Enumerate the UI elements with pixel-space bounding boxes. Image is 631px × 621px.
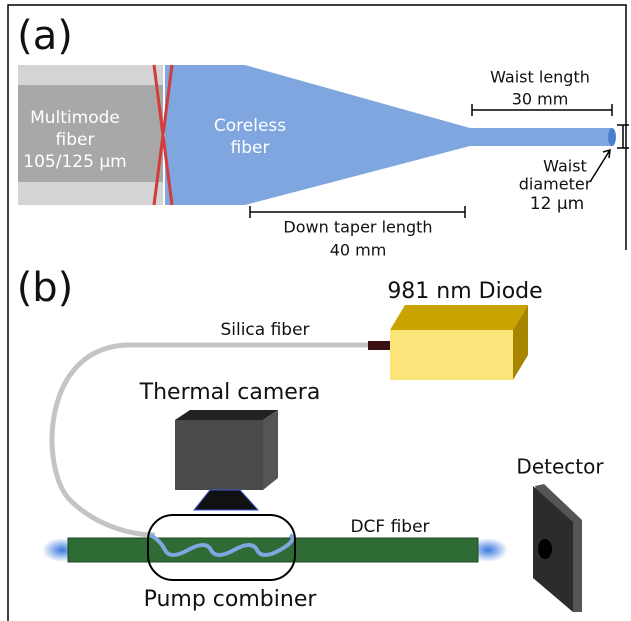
panel-label: (b) — [17, 265, 74, 311]
coreless-label: Coreless — [214, 116, 286, 136]
panel-label: (a) — [17, 13, 73, 59]
combiner-label: Pump combiner — [144, 587, 318, 612]
camera-front — [175, 420, 263, 490]
camera-label: Thermal camera — [139, 380, 321, 405]
taper-label: 40 mm — [330, 241, 387, 260]
taper-label: Down taper length — [283, 218, 432, 237]
diode-label: 981 nm Diode — [387, 279, 542, 304]
fiber-end — [608, 128, 616, 146]
multimode-label: Multimode — [30, 108, 120, 128]
taper-bracket — [250, 206, 465, 218]
camera-side — [263, 410, 278, 490]
diode-front — [390, 330, 513, 380]
detector-label: Detector — [516, 455, 604, 479]
diode-top — [390, 305, 528, 330]
camera-lens — [194, 490, 258, 510]
multimode-label: 105/125 μm — [23, 152, 126, 172]
waist-diameter-label: 12 μm — [530, 194, 584, 214]
waist-length-label: Waist length — [490, 68, 590, 87]
waist-length-label: 30 mm — [512, 90, 569, 109]
coreless-label: fiber — [231, 138, 270, 158]
arrow — [590, 150, 610, 182]
waist-diameter-label: diameter — [519, 175, 592, 194]
detector-aperture — [538, 539, 552, 559]
dcf-fiber — [68, 538, 478, 562]
page: {"panel_a": {"label": "(a)", "multimode_… — [0, 0, 631, 621]
multimode-label: fiber — [56, 130, 95, 150]
silica-label: Silica fiber — [220, 320, 309, 340]
dcf-label: DCF fiber — [350, 517, 429, 537]
waist-diameter-bracket — [617, 125, 629, 148]
waist-diameter-label: Waist — [543, 157, 587, 176]
connector — [368, 341, 390, 350]
figure: (a) Multimode fiber 105/125 μm Coreless … — [0, 0, 631, 621]
camera-top — [175, 410, 278, 420]
